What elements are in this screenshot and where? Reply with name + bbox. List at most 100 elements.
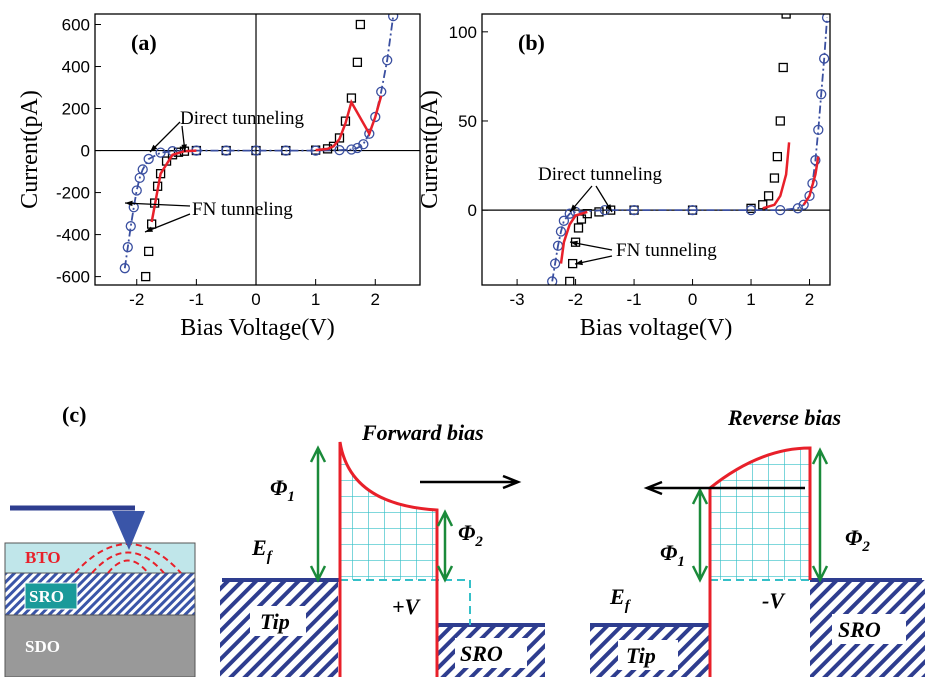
point: [250, 145, 262, 156]
x-tick-label: 1: [311, 290, 320, 309]
electrode-label: SRO: [460, 641, 503, 666]
y-tick-label: 0: [468, 201, 477, 220]
symbol: Φ: [458, 520, 475, 545]
point: [131, 185, 142, 196]
annotation-arrow: [124, 202, 191, 207]
point: [813, 124, 824, 136]
point: [221, 145, 232, 156]
point: [778, 62, 788, 73]
point: [388, 14, 399, 22]
symbol: Φ: [660, 540, 677, 565]
point: [758, 200, 768, 210]
subscript: 1: [677, 554, 685, 570]
fermi-label: Ef: [609, 584, 632, 614]
point: [125, 221, 136, 232]
bias-label: -V: [762, 588, 786, 613]
tip-label: Tip: [626, 643, 656, 668]
label-bg: [455, 638, 527, 668]
tip-label: Tip: [260, 609, 290, 634]
point: [558, 215, 570, 226]
panel-label: (c): [62, 402, 86, 427]
y-axis-label: Current(pA): [17, 90, 43, 209]
x-tick-label: 0: [688, 290, 697, 309]
point: [143, 153, 154, 165]
subscript: 1: [287, 489, 295, 505]
point: [555, 226, 567, 237]
symbol: E: [251, 535, 267, 560]
x-axis-label: Bias Voltage(V): [180, 315, 334, 341]
y-tick-label: 100: [449, 23, 477, 42]
point: [628, 204, 640, 216]
x-tick-label: -3: [510, 290, 525, 309]
arrow-head: [605, 204, 612, 212]
barrier-fill: [710, 448, 810, 580]
point: [382, 55, 393, 66]
point: [280, 145, 291, 156]
point: [745, 204, 757, 216]
diagram: (c) BTO SRO SDO Forward bias Φ1 Ef Φ2 +V…: [4, 402, 925, 677]
point: [687, 204, 698, 216]
series-line: [551, 17, 828, 282]
point: [352, 57, 363, 67]
y-tick-label: 600: [62, 16, 90, 35]
annotation-arrow: [144, 213, 191, 233]
series-line: [123, 15, 395, 269]
label-bg: [832, 614, 906, 644]
layer-label: SDO: [25, 637, 60, 656]
point: [798, 199, 809, 210]
barrier: [338, 441, 439, 677]
x-tick-label: 2: [371, 290, 380, 309]
x-tick-label: -2: [568, 290, 583, 309]
arrow-head: [570, 204, 577, 212]
y-tick-label: 50: [458, 112, 477, 131]
barrier-fill: [340, 442, 437, 580]
plot-frame: [481, 13, 831, 286]
x-tick-label: -2: [129, 290, 144, 309]
subscript: f: [625, 598, 632, 614]
point: [594, 207, 604, 217]
symbol: Φ: [845, 525, 862, 550]
arrow-head: [125, 200, 133, 207]
plot-frame: [94, 13, 421, 286]
symbol: Φ: [270, 475, 287, 500]
point: [775, 116, 785, 126]
barrier: [708, 446, 812, 677]
point: [810, 155, 821, 166]
subscript: f: [267, 549, 274, 565]
point: [816, 89, 827, 100]
subscript: 2: [861, 539, 870, 555]
point: [781, 14, 791, 19]
subscript: 2: [474, 534, 483, 550]
bias-label: +V: [392, 594, 422, 619]
annotation: Direct tunneling: [180, 108, 304, 129]
chart: -3 -2 -1 0 1 2 0 50 100 Bias voltage(V) Current(pA…: [417, 13, 831, 341]
arrow-head: [150, 144, 158, 152]
phi1-arrow: [691, 487, 709, 583]
x-axis-label: Bias voltage(V): [580, 315, 733, 341]
plot-area: [119, 14, 399, 282]
point: [334, 133, 345, 143]
point: [122, 242, 133, 253]
point: [549, 258, 561, 269]
y-tick-label: 400: [62, 58, 90, 77]
point: [144, 246, 154, 257]
phi-label: Φ2: [458, 520, 483, 550]
y-tick-label: -400: [56, 226, 90, 245]
x-tick-label: 0: [251, 290, 260, 309]
fit-line: [559, 142, 820, 264]
chart: -2 -1 0 1 2 -600 -400 -200 0 200 400 600 Bias Voltag…: [17, 13, 421, 341]
point: [763, 191, 774, 201]
point: [119, 263, 130, 274]
annotation: FN tunneling: [192, 199, 293, 220]
point: [821, 14, 830, 23]
fermi-label: Ef: [251, 535, 274, 565]
annotation: Direct tunneling: [538, 164, 662, 185]
arrow-head: [570, 240, 578, 247]
point: [792, 203, 803, 214]
point: [334, 144, 345, 156]
point: [819, 53, 830, 64]
phi1-arrow: [309, 445, 327, 583]
point: [564, 208, 575, 219]
current-arrow: [643, 480, 805, 496]
